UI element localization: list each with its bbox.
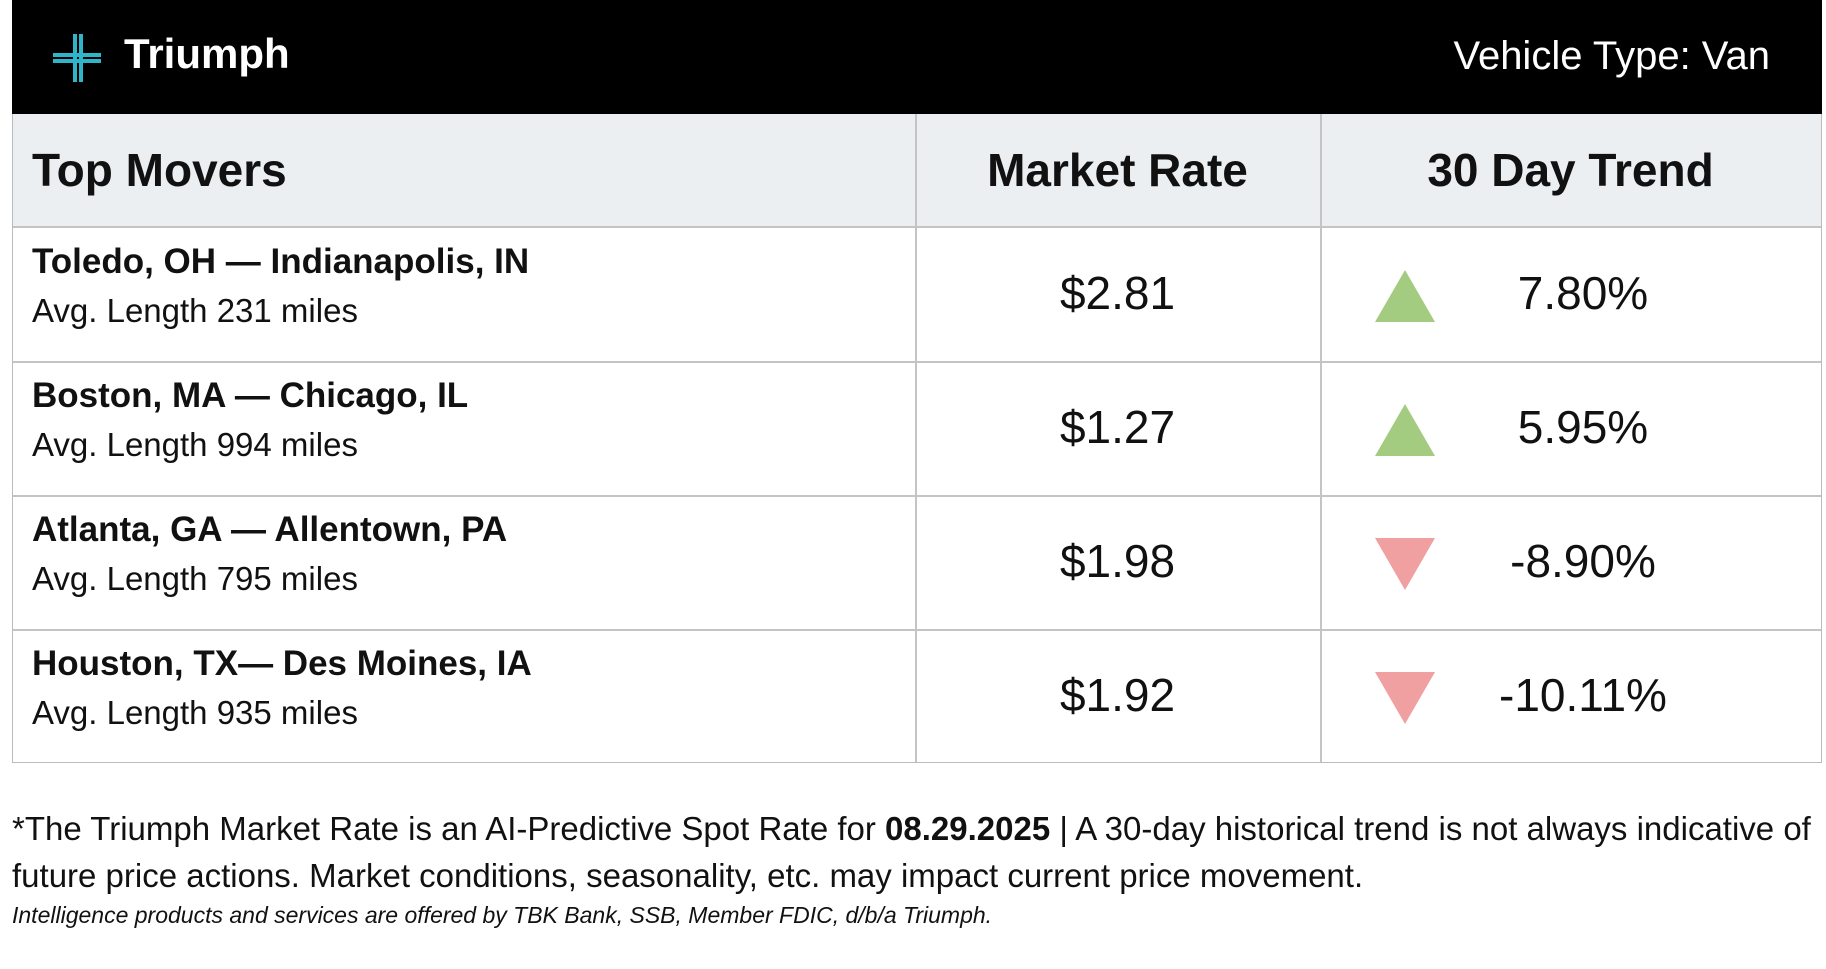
market-rate: $2.81 — [1059, 267, 1176, 319]
arrow-shape — [1375, 538, 1435, 590]
table: Top Movers Market Rate 30 Day Trend Toledo,… — [12, 114, 1822, 763]
note-start: *The Triumph Market Rate is an AI-Predic… — [12, 810, 876, 847]
top-bar: Triumph Vehicle Type: Van — [12, 0, 1822, 114]
avg-length: Avg. Length 231 miles — [32, 292, 358, 329]
arrow-shape — [1375, 672, 1435, 724]
avg-length: Avg. Length 935 miles — [32, 694, 358, 731]
trend-value: -10.11% — [1499, 669, 1667, 721]
trend-arrow — [1375, 672, 1435, 724]
note-date: 08.29.2025 — [885, 810, 1051, 847]
market-rate: $1.92 — [1059, 669, 1176, 721]
column-header: Market Rate — [915, 114, 1320, 228]
arrow-shape — [1375, 404, 1435, 456]
route: Houston, TX— Des Moines, IA — [32, 644, 532, 683]
trend-arrow — [1375, 538, 1435, 590]
column-divider — [1320, 114, 1322, 762]
route: Atlanta, GA — Allentown, PA — [32, 510, 508, 549]
market-rate: $1.98 — [1059, 535, 1176, 587]
column-divider — [915, 114, 917, 762]
avg-length: Avg. Length 994 miles — [32, 426, 358, 463]
trend-arrow — [1375, 270, 1435, 322]
trend-value: 5.95% — [1517, 401, 1649, 453]
route: Boston, MA — Chicago, IL — [32, 376, 469, 415]
row-divider — [13, 629, 1821, 631]
trend-value: -8.90% — [1510, 535, 1656, 587]
column-header: Top Movers — [13, 114, 915, 228]
route: Toledo, OH — Indianapolis, IN — [32, 242, 530, 281]
brand: Triumph — [124, 30, 290, 77]
footnote: *The Triumph Market Rate is an AI-Predic… — [12, 805, 1812, 899]
market-rate: $1.27 — [1059, 401, 1176, 453]
vehicle-type: Vehicle Type: Van — [1453, 34, 1770, 78]
disclaimer: Intelligence products and services are o… — [12, 902, 993, 928]
trend-arrow — [1375, 404, 1435, 456]
row-divider — [13, 495, 1821, 497]
column-header: 30 Day Trend — [1320, 114, 1821, 228]
logo — [53, 34, 101, 82]
row-divider — [13, 361, 1821, 363]
note-end: | A 30-day historical trend is not alway… — [12, 810, 1811, 894]
avg-length: Avg. Length 795 miles — [32, 560, 358, 597]
arrow-shape — [1375, 270, 1435, 322]
trend-value: 7.80% — [1517, 267, 1649, 319]
